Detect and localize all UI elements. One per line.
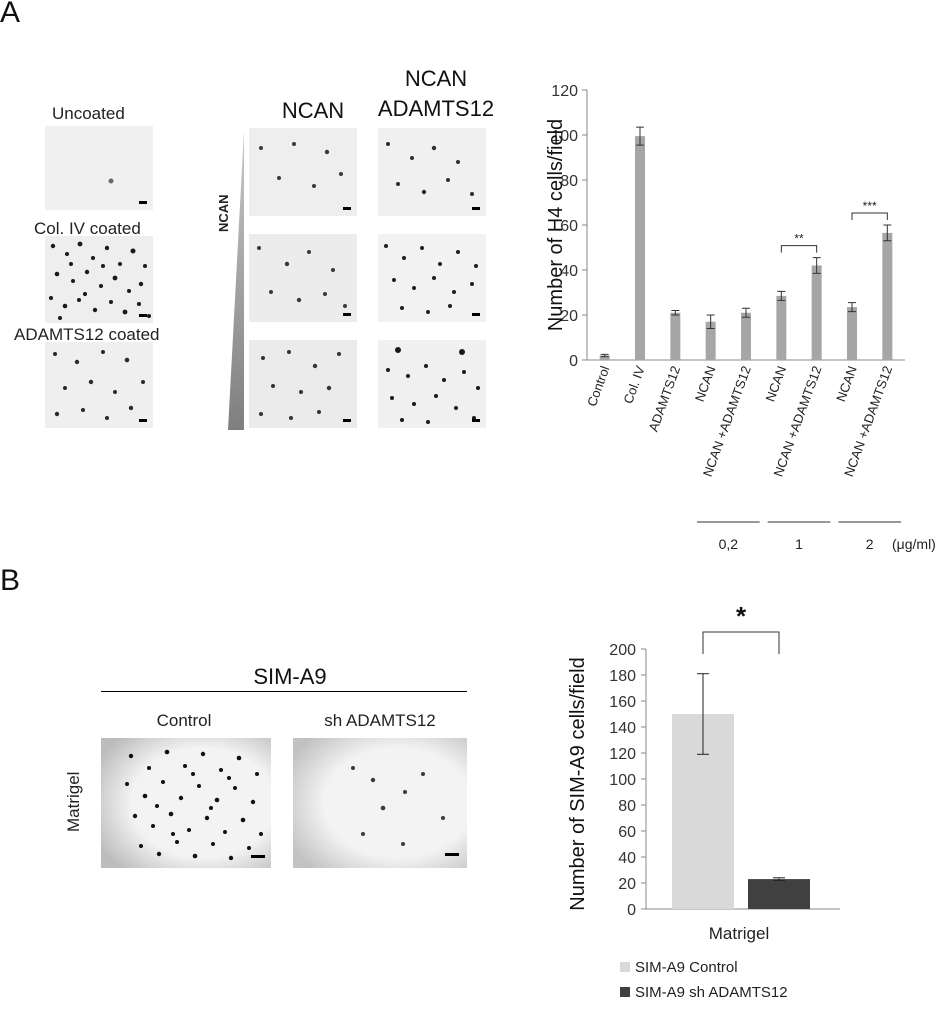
y-tick-label: 120	[551, 83, 578, 100]
y-tick-label: 20	[560, 308, 578, 325]
legend-swatch	[620, 987, 630, 997]
control-column-label: Control	[156, 711, 212, 730]
scale-bar	[139, 419, 147, 422]
sim-a9-chart-svg: 0 20 40 60 80 100 120 140 160 180 200 Number of SIM…	[567, 601, 840, 1001]
y-tick-label: 60	[560, 218, 578, 235]
h4-chart-svg: 0 20 40 60 80 100 120 Number of H4 cells/field C…	[545, 83, 936, 552]
micrograph-ncan-adamts12-high	[378, 340, 486, 428]
bar	[599, 355, 610, 360]
sim-a9-header: SIM-A9	[253, 664, 327, 689]
panel-a-letter: A	[0, 0, 21, 29]
x-tick-label: Control	[584, 364, 612, 409]
significance-bracket	[780, 245, 818, 253]
sh-adamts12-column-label: sh ADAMTS12	[324, 711, 436, 730]
significance-label: ***	[863, 199, 877, 213]
scale-bar	[445, 853, 459, 856]
bar	[705, 321, 716, 360]
panel-b-letter: B	[0, 564, 21, 597]
scale-bar	[472, 419, 480, 422]
y-axis-label: Number of SIM-A9 cells/field	[567, 657, 589, 910]
y-tick-label: 100	[551, 128, 578, 145]
scale-bar	[139, 201, 147, 204]
micrograph-sim-a9-control	[101, 738, 271, 868]
bar	[776, 295, 787, 360]
micrograph-adamts12-image	[45, 342, 153, 428]
bar	[847, 307, 857, 360]
ncan-adamts12-header-line2: ADAMTS12	[377, 96, 495, 121]
y-tick-label: 40	[560, 263, 578, 280]
micrograph-col-iv-image	[45, 236, 153, 323]
concentration-group-label: 0,2	[719, 536, 739, 552]
y-tick-label: 160	[609, 694, 636, 711]
x-tick-label: NCAN	[833, 364, 860, 404]
x-tick-label: Matrigel	[709, 924, 769, 943]
micrograph-ncan-mid	[249, 234, 357, 322]
legend-label: SIM-A9 Control	[635, 959, 738, 976]
matrigel-row-label: Matrigel	[64, 771, 83, 832]
col-iv-coated-label: Col. IV coated	[34, 219, 141, 238]
ncan-adamts12-header-line1: NCAN	[404, 66, 468, 91]
micrograph-ncan-low	[249, 128, 357, 216]
y-tick-label: 180	[609, 668, 636, 685]
significance-label: *	[736, 601, 747, 631]
concentration-group-label: 1	[795, 536, 803, 552]
y-tick-label: 80	[560, 173, 578, 190]
sim-a9-chart: 0 20 40 60 80 100 120 140 160 180 200 Number of SIM…	[560, 600, 860, 1016]
legend-swatch	[620, 962, 630, 972]
concentration-group-label: 2	[866, 536, 874, 552]
scale-bar	[343, 207, 351, 210]
bar	[670, 312, 681, 360]
micrograph-uncoated	[45, 126, 153, 210]
scale-bar	[251, 855, 265, 858]
micrograph-ncan-high	[249, 340, 357, 428]
significance-bracket	[851, 212, 888, 220]
y-tick-label: 40	[618, 850, 636, 867]
x-tick-label: NCAN	[692, 364, 719, 404]
x-tick-label: ADAMTS12	[646, 364, 684, 434]
micrograph-col-iv	[45, 236, 153, 323]
y-tick-label: 120	[609, 746, 636, 763]
y-tick-label: 200	[609, 642, 636, 659]
y-tick-label: 20	[618, 876, 636, 893]
legend-label: SIM-A9 sh ADAMTS12	[635, 984, 788, 1001]
bar	[811, 265, 822, 360]
micrograph-ncan-adamts12-mid	[378, 234, 486, 322]
uncoated-label: Uncoated	[52, 104, 125, 123]
micrograph-sim-a9-sh-adamts12	[293, 738, 467, 868]
scale-bar	[343, 313, 351, 316]
scale-bar	[472, 313, 480, 316]
bar	[741, 312, 751, 360]
significance-bracket	[702, 631, 780, 654]
micrograph-ncan-adamts12-low	[378, 128, 486, 216]
micrograph-uncoated-image	[45, 126, 153, 210]
bar	[635, 136, 645, 360]
sim-a9-header-rule	[101, 691, 467, 692]
h4-chart: 0 20 40 60 80 100 120 Number of H4 cells/field C…	[540, 70, 947, 560]
significance-label: **	[794, 232, 804, 246]
x-tick-label: NCAN	[762, 364, 789, 404]
scale-bar	[472, 207, 480, 210]
concentration-unit: (μg/ml)	[892, 536, 936, 552]
scale-bar	[139, 314, 147, 317]
y-tick-label: 60	[618, 824, 636, 841]
x-tick-label: Col. IV	[620, 364, 648, 406]
y-axis-label: Number of H4 cells/field	[545, 119, 567, 331]
ncan-column-header: NCAN	[281, 98, 345, 123]
micrograph-adamts12	[45, 342, 153, 428]
ncan-gradient-wedge	[228, 130, 244, 430]
y-tick-label: 0	[627, 902, 636, 919]
y-tick-label: 100	[609, 772, 636, 789]
adamts12-coated-label: ADAMTS12 coated	[14, 325, 160, 344]
y-tick-label: 80	[618, 798, 636, 815]
bar	[882, 232, 893, 360]
bar	[748, 879, 810, 909]
scale-bar	[343, 419, 351, 422]
y-tick-label: 140	[609, 720, 636, 737]
y-tick-label: 0	[569, 353, 578, 370]
